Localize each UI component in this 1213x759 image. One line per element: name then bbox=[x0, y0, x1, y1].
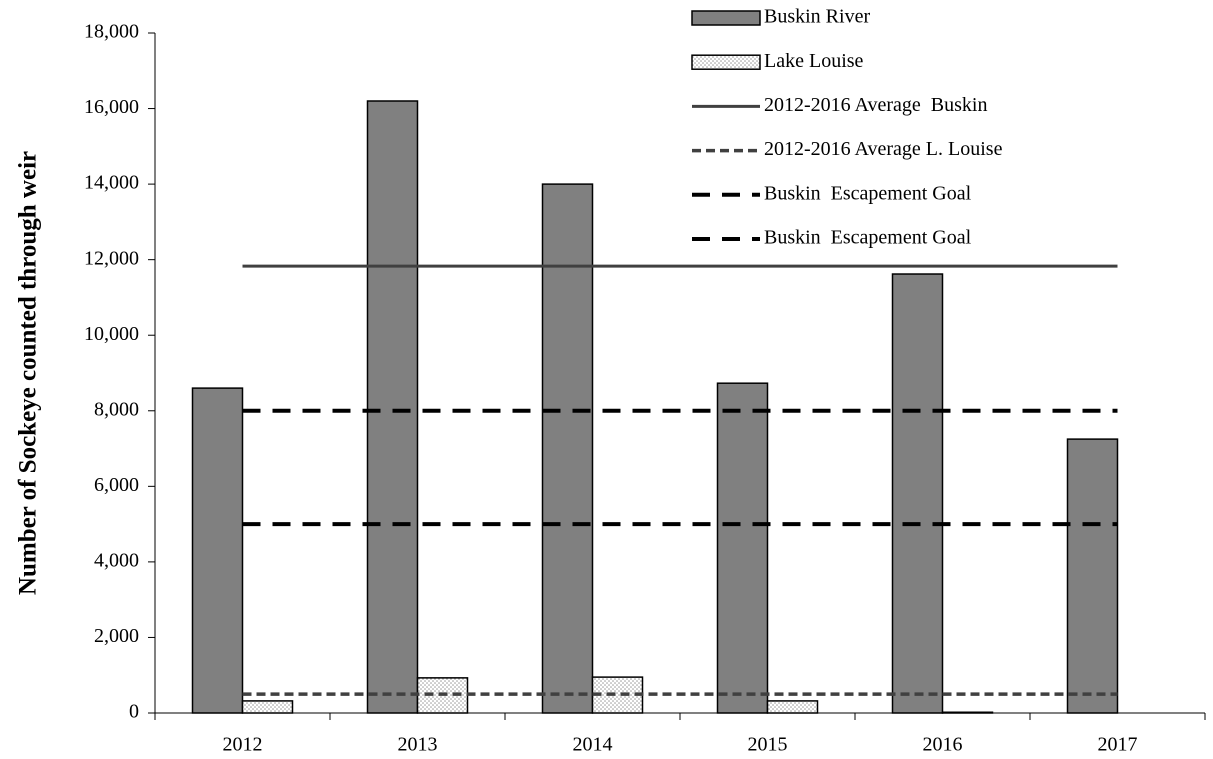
bar bbox=[1066, 438, 1119, 714]
x-tick-label: 2012 bbox=[223, 734, 263, 756]
bar bbox=[716, 382, 769, 714]
x-tick-label: 2016 bbox=[923, 734, 963, 756]
y-tick-label: 4,000 bbox=[94, 549, 139, 571]
x-tick-label: 2015 bbox=[748, 734, 788, 756]
y-tick-label: 10,000 bbox=[84, 323, 139, 345]
x-tick-label: 2017 bbox=[1098, 734, 1138, 756]
legend-label: Buskin River bbox=[764, 6, 870, 28]
bar bbox=[241, 700, 294, 714]
y-tick-label: 12,000 bbox=[84, 247, 139, 269]
legend-label: 2012-2016 Average Buskin bbox=[764, 94, 988, 116]
y-tick-label: 14,000 bbox=[84, 172, 139, 194]
legend-swatch bbox=[691, 54, 761, 70]
y-tick-label: 0 bbox=[129, 701, 139, 723]
legend-label: Buskin Escapement Goal bbox=[764, 227, 972, 249]
bar bbox=[541, 183, 594, 714]
legend-label: Buskin Escapement Goal bbox=[764, 182, 972, 204]
bar bbox=[366, 100, 419, 714]
x-tick-label: 2014 bbox=[573, 734, 613, 756]
bar bbox=[191, 387, 244, 714]
bar bbox=[891, 273, 944, 714]
y-axis-title: Number of Sockeye counted through weir bbox=[15, 151, 42, 595]
bar bbox=[941, 711, 994, 714]
y-tick-label: 8,000 bbox=[94, 398, 139, 420]
legend-label: 2012-2016 Average L. Louise bbox=[764, 138, 1003, 160]
y-tick-label: 2,000 bbox=[94, 625, 139, 647]
x-tick-label: 2013 bbox=[398, 734, 438, 756]
y-tick-label: 18,000 bbox=[84, 21, 139, 43]
y-tick-label: 6,000 bbox=[94, 474, 139, 496]
bar bbox=[766, 700, 819, 714]
legend-swatch bbox=[691, 10, 761, 26]
legend-label: Lake Louise bbox=[764, 50, 864, 72]
y-tick-label: 16,000 bbox=[84, 96, 139, 118]
